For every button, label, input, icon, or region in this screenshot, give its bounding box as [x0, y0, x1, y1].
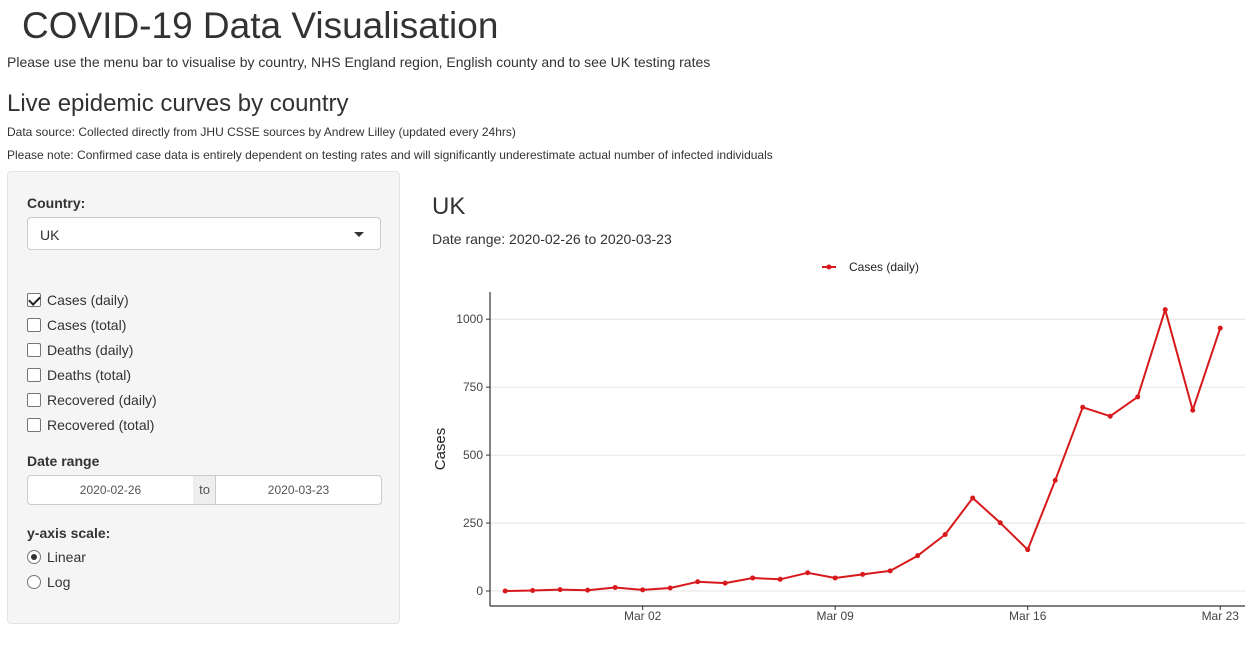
y-scale-radio-label: Log [47, 574, 71, 590]
data-point [805, 570, 811, 576]
metric-checkbox-label: Recovered (daily) [47, 392, 157, 408]
legend-point-swatch [826, 264, 832, 270]
y-tick-label: 1000 [456, 312, 483, 326]
plot-subtitle: Date range: 2020-02-26 to 2020-03-23 [432, 231, 672, 247]
date-range-input: 2020-02-26 to 2020-03-23 [27, 475, 382, 505]
app-title: COVID-19 Data Visualisation [22, 5, 499, 46]
data-point [997, 520, 1003, 526]
series-line [505, 308, 1222, 592]
legend-label: Cases (daily) [849, 260, 919, 274]
y-tick-label: 750 [463, 380, 483, 394]
country-select[interactable]: UK [27, 217, 381, 250]
data-point [695, 579, 701, 585]
data-point [777, 576, 783, 582]
data-point [860, 571, 866, 577]
checkbox[interactable] [27, 343, 41, 357]
intro-text: Please use the menu bar to visualise by … [7, 54, 711, 70]
data-point [530, 587, 536, 593]
data-point [887, 568, 893, 574]
checkbox[interactable] [27, 368, 41, 382]
date-separator: to [193, 475, 216, 505]
metric-checkbox-label: Deaths (total) [47, 367, 132, 383]
metric-checkbox-label: Recovered (total) [47, 417, 155, 433]
y-scale-radio-label: Linear [47, 549, 86, 565]
y-axis-title: Cases [432, 428, 449, 471]
data-point [1080, 404, 1086, 410]
checkbox[interactable] [27, 418, 41, 432]
radio-button[interactable] [27, 575, 41, 589]
data-source-note: Data source: Collected directly from JHU… [7, 125, 516, 139]
data-point [1025, 547, 1031, 553]
date-end-input[interactable]: 2020-03-23 [215, 475, 382, 505]
data-point [557, 587, 563, 593]
data-point [915, 553, 921, 559]
x-tick-label: Mar 23 [1202, 609, 1240, 623]
x-tick-label: Mar 16 [1009, 609, 1047, 623]
data-point [1162, 307, 1168, 313]
data-point [1107, 413, 1113, 419]
checkbox[interactable] [27, 293, 41, 307]
data-point [1217, 325, 1223, 331]
data-point [970, 495, 976, 501]
y-tick-label: 0 [476, 584, 483, 598]
x-tick-label: Mar 02 [624, 609, 662, 623]
date-start-input[interactable]: 2020-02-26 [27, 475, 194, 505]
data-point [612, 584, 618, 590]
metric-checkbox-label: Cases (total) [47, 317, 127, 333]
metric-checkbox-label: Cases (daily) [47, 292, 129, 308]
date-range-label: Date range [27, 453, 100, 469]
chevron-down-icon [354, 232, 364, 237]
data-point [585, 587, 591, 593]
radio-button[interactable] [27, 550, 41, 564]
data-point [502, 588, 508, 594]
metric-checkbox-label: Deaths (daily) [47, 342, 134, 358]
y-scale-label: y-axis scale: [27, 525, 111, 541]
cases-line-chart: Cases (daily) 0 250 500 750 1000 Mar 02 Mar 09 M… [432, 260, 1245, 623]
country-label: Country: [27, 195, 86, 211]
y-tick-label: 500 [463, 448, 483, 462]
data-point [942, 531, 948, 537]
caveat-note: Please note: Confirmed case data is enti… [7, 148, 773, 162]
plot-title: UK [432, 193, 466, 220]
data-point [640, 587, 646, 593]
data-point [1052, 477, 1058, 483]
data-point [1190, 407, 1196, 413]
data-point [832, 575, 838, 581]
x-tick-label: Mar 09 [817, 609, 855, 623]
data-point [750, 575, 756, 581]
checkbox[interactable] [27, 393, 41, 407]
y-tick-label: 250 [463, 516, 483, 530]
country-select-value: UK [40, 227, 60, 243]
data-point [1135, 394, 1141, 400]
data-point [667, 585, 673, 591]
section-title: Live epidemic curves by country [7, 90, 349, 117]
sidebar-panel: Country: UK Cases (daily) Cases (total) De… [7, 171, 400, 624]
data-point [722, 580, 728, 586]
checkbox[interactable] [27, 318, 41, 332]
